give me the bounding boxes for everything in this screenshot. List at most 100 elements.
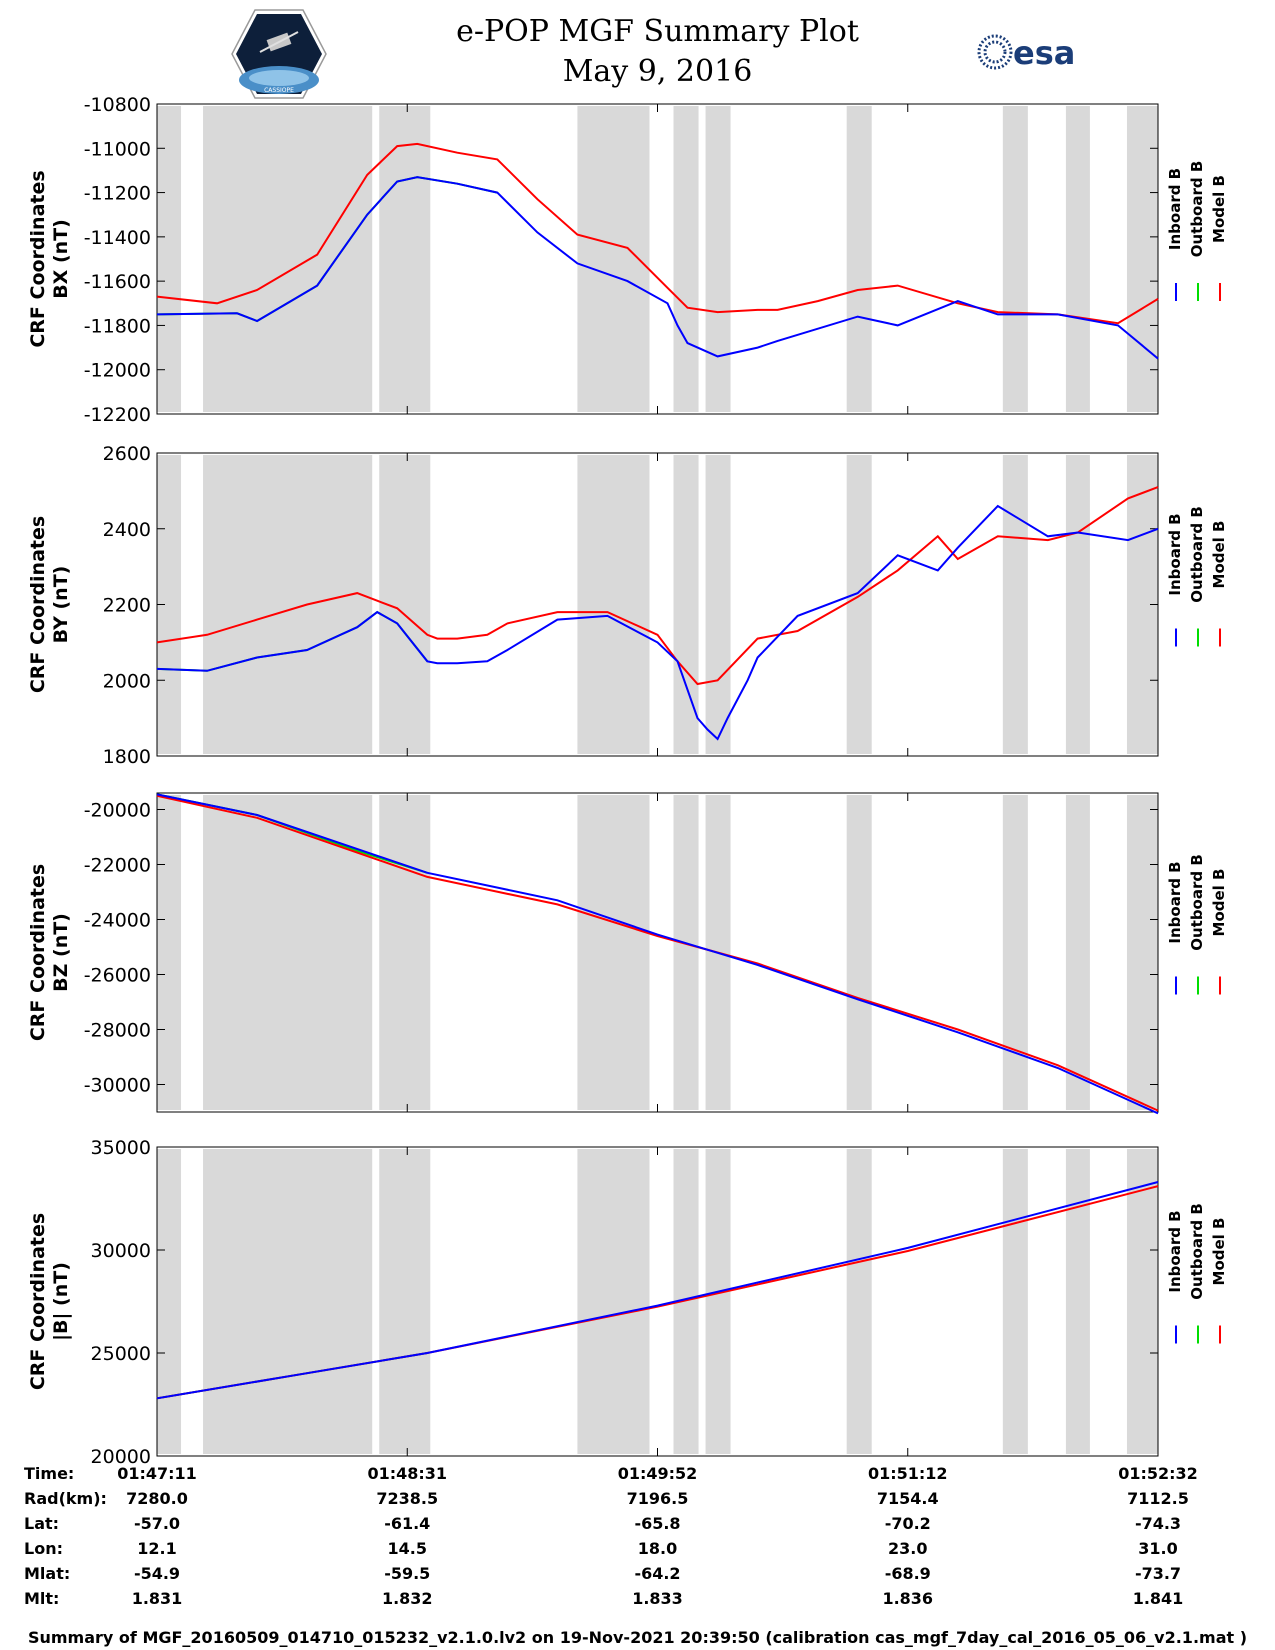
y-axis-label: CRF Coordinates|B| (nT) xyxy=(27,1213,72,1390)
data-gap-band xyxy=(203,106,373,412)
legend-label: Outboard B xyxy=(1188,161,1206,258)
data-gap-band xyxy=(1002,106,1028,412)
data-gap-band xyxy=(203,1149,373,1454)
data-gap-band xyxy=(1002,455,1028,754)
info-cell: 7196.5 xyxy=(626,1489,689,1508)
y-tick-label: -26000 xyxy=(84,965,151,987)
data-gap-band xyxy=(846,455,872,754)
data-gap-band xyxy=(157,106,182,412)
info-cell: 7238.5 xyxy=(376,1489,439,1508)
plot-date: May 9, 2016 xyxy=(562,54,753,89)
data-gap-band xyxy=(379,795,431,1110)
info-cell: 7280.0 xyxy=(126,1489,188,1508)
y-tick-label: -11000 xyxy=(84,138,151,160)
series-line-model-b xyxy=(156,486,1159,686)
series-line-model-b xyxy=(156,142,1159,325)
agency-logo-text: esa xyxy=(1013,34,1075,72)
data-gap-band xyxy=(157,1149,182,1454)
info-cell: -54.9 xyxy=(133,1564,181,1583)
info-row-label: Mlat: xyxy=(24,1564,71,1583)
y-tick-label: 2200 xyxy=(103,595,151,617)
y-tick-label: 30000 xyxy=(91,1240,151,1262)
y-axis-label: CRF CoordinatesBY (nT) xyxy=(27,516,72,693)
info-cell: 1.831 xyxy=(131,1589,183,1608)
data-gap-band xyxy=(705,1149,731,1454)
info-row-label: Lat: xyxy=(24,1514,60,1533)
legend-label: Inboard B xyxy=(1166,1210,1184,1292)
legend-label: Inboard B xyxy=(1166,168,1184,250)
data-gap-band xyxy=(673,795,699,1110)
info-cell: 14.5 xyxy=(387,1539,427,1558)
mission-logo: CASSIOPE xyxy=(231,9,327,99)
y-tick-label: -12200 xyxy=(84,404,151,426)
info-cell: 01:49:52 xyxy=(617,1464,698,1483)
data-gap-band xyxy=(379,1149,431,1454)
data-gap-band xyxy=(1002,795,1028,1110)
info-row-label: Rad(km): xyxy=(24,1489,107,1508)
y-axis-label-line2: BZ (nT) xyxy=(50,913,72,992)
chart-panel-4: 35000 30000 25000 20000 CRF Coordinates|B| (… xyxy=(27,1137,1228,1468)
data-gap-band xyxy=(157,795,182,1110)
info-cell: 01:48:31 xyxy=(367,1464,448,1483)
data-gap-band xyxy=(1126,106,1158,412)
y-axis-label: CRF CoordinatesBX (nT) xyxy=(27,170,72,347)
info-cell: -73.7 xyxy=(1134,1564,1182,1583)
data-gap-band xyxy=(203,455,373,754)
data-gap-band xyxy=(673,106,699,412)
y-tick-label: 2000 xyxy=(103,670,151,692)
info-row-label: Time: xyxy=(24,1464,75,1483)
legend-label: Inboard B xyxy=(1166,513,1184,595)
info-cell: 1.836 xyxy=(882,1589,934,1608)
chart-panel-3: -20000 -22000 -24000 -26000 -28000 -30000 CRF … xyxy=(27,792,1228,1115)
info-cell: -59.5 xyxy=(384,1564,431,1583)
info-cell: 12.1 xyxy=(137,1539,177,1558)
agency-logo: esa xyxy=(977,34,1075,72)
info-cell: 7112.5 xyxy=(1127,1489,1189,1508)
legend-label: Model B xyxy=(1210,869,1228,937)
info-cell: 1.833 xyxy=(632,1589,683,1608)
info-cell: 01:51:12 xyxy=(867,1464,948,1483)
chart-panel-2: 2600 2400 2200 2000 1800 CRF CoordinatesBY (n… xyxy=(27,443,1228,768)
plot-title: e-POP MGF Summary Plot xyxy=(456,14,859,49)
info-cell: -74.3 xyxy=(1134,1514,1182,1533)
info-cell: 01:52:32 xyxy=(1118,1464,1198,1483)
y-tick-label: -12000 xyxy=(84,360,151,382)
data-gap-band xyxy=(1126,1149,1158,1454)
y-axis-label: CRF CoordinatesBZ (nT) xyxy=(27,864,72,1041)
y-tick-label: 1800 xyxy=(103,746,151,768)
info-table: Time: Rad(km): Lat: Lon: Mlat: Mlt: 01:47:11 72… xyxy=(0,1464,1275,1634)
y-tick-label: -10800 xyxy=(84,94,151,116)
data-gap-band xyxy=(705,106,731,412)
info-cell: -70.2 xyxy=(884,1514,931,1533)
y-tick-label: -11600 xyxy=(84,271,151,293)
series-line-inboard-b xyxy=(156,1181,1159,1400)
y-tick-label: 35000 xyxy=(91,1137,151,1159)
legend-label: Model B xyxy=(1210,175,1228,243)
data-gap-band xyxy=(1065,1149,1090,1454)
y-tick-label: 2400 xyxy=(103,519,151,541)
info-cell: 1.832 xyxy=(381,1589,433,1608)
data-gap-band xyxy=(577,1149,650,1454)
data-gap-band xyxy=(673,455,699,754)
data-gap-band xyxy=(577,795,650,1110)
info-cell: -61.4 xyxy=(384,1514,431,1533)
data-gap-band xyxy=(1002,1149,1028,1454)
y-tick-label: -11800 xyxy=(84,315,151,337)
info-cell: -57.0 xyxy=(133,1514,181,1533)
info-cell: 01:47:11 xyxy=(117,1464,197,1483)
data-gap-band xyxy=(846,1149,872,1454)
data-gap-band xyxy=(1065,795,1090,1110)
series-line-inboard-b xyxy=(156,793,1159,1115)
y-tick-label: -11200 xyxy=(84,183,151,205)
data-gap-band xyxy=(577,455,650,754)
info-row-label: Mlt: xyxy=(24,1589,60,1608)
footer-text: Summary of MGF_20160509_014710_015232_v2… xyxy=(27,1628,1248,1647)
y-tick-label: -22000 xyxy=(84,855,151,877)
y-tick-label: 25000 xyxy=(91,1343,151,1365)
y-axis-label-line1: CRF Coordinates xyxy=(27,1213,49,1390)
y-axis-label-line2: |B| (nT) xyxy=(50,1262,72,1341)
chart-panel-1: -10800 -11000 -11200 -11400 -11600 -11800 -120… xyxy=(27,94,1228,426)
data-gap-band xyxy=(203,795,373,1110)
legend-label: Model B xyxy=(1210,521,1228,589)
